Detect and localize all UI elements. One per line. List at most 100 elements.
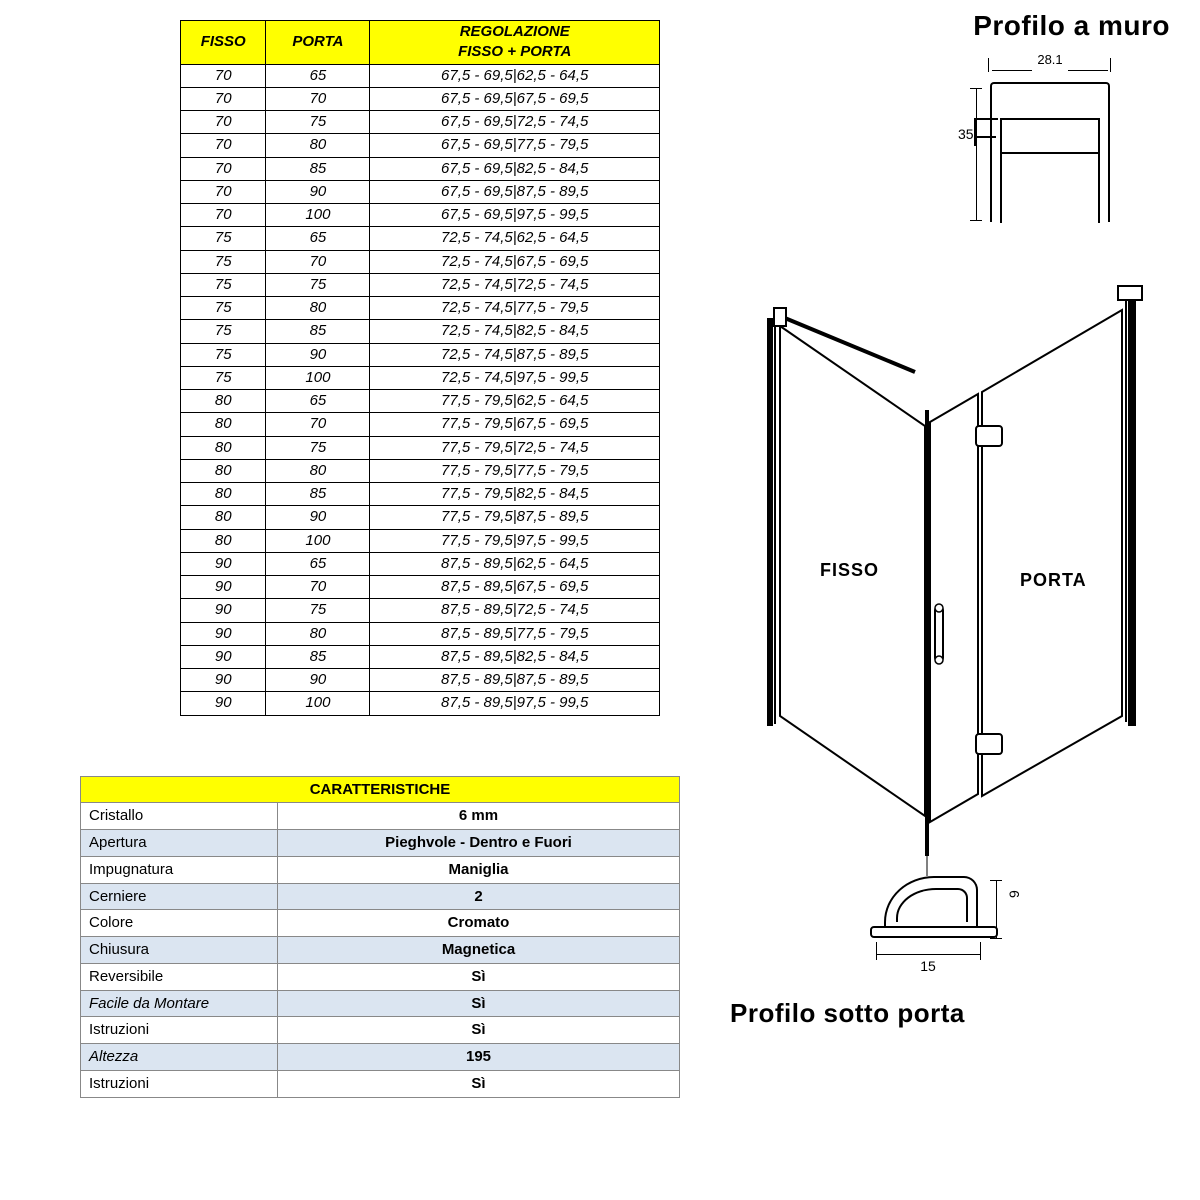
char-value: 6 mm	[278, 803, 680, 830]
table-row: 808077,5 - 79,5|77,5 - 79,5	[181, 459, 660, 482]
cell-porta: 75	[266, 436, 370, 459]
porta-label: PORTA	[1020, 570, 1087, 590]
cell-porta: 100	[266, 692, 370, 715]
table-row: 907587,5 - 89,5|72,5 - 74,5	[181, 599, 660, 622]
cell-porta: 80	[266, 459, 370, 482]
cell-reg: 77,5 - 79,5|67,5 - 69,5	[370, 413, 660, 436]
cell-fisso: 90	[181, 645, 266, 668]
char-value: Sì	[278, 963, 680, 990]
cell-reg: 72,5 - 74,5|67,5 - 69,5	[370, 250, 660, 273]
table-row: 709067,5 - 69,5|87,5 - 89,5	[181, 180, 660, 203]
char-label: Apertura	[81, 830, 278, 857]
table-row: 757072,5 - 74,5|67,5 - 69,5	[181, 250, 660, 273]
size-table: FISSO PORTA REGOLAZIONEFISSO + PORTA 706…	[180, 20, 660, 716]
cell-fisso: 70	[181, 111, 266, 134]
table-row: 807577,5 - 79,5|72,5 - 74,5	[181, 436, 660, 459]
cell-fisso: 90	[181, 692, 266, 715]
char-row: IstruzioniSì	[81, 1017, 680, 1044]
cell-fisso: 90	[181, 576, 266, 599]
char-label: Impugnatura	[81, 856, 278, 883]
table-row: 8010077,5 - 79,5|97,5 - 99,5	[181, 529, 660, 552]
cell-fisso: 80	[181, 436, 266, 459]
cell-fisso: 70	[181, 157, 266, 180]
char-label: Cristallo	[81, 803, 278, 830]
cell-porta: 65	[266, 227, 370, 250]
char-label: Cerniere	[81, 883, 278, 910]
char-row: ColoreCromato	[81, 910, 680, 937]
cell-porta: 80	[266, 622, 370, 645]
cell-reg: 67,5 - 69,5|77,5 - 79,5	[370, 134, 660, 157]
cell-porta: 70	[266, 87, 370, 110]
cell-porta: 100	[266, 366, 370, 389]
char-row: AperturaPieghvole - Dentro e Fuori	[81, 830, 680, 857]
cell-fisso: 90	[181, 599, 266, 622]
cell-porta: 75	[266, 599, 370, 622]
cell-reg: 67,5 - 69,5|67,5 - 69,5	[370, 87, 660, 110]
char-row: Cerniere2	[81, 883, 680, 910]
table-row: 808577,5 - 79,5|82,5 - 84,5	[181, 483, 660, 506]
cell-fisso: 70	[181, 64, 266, 87]
cell-fisso: 80	[181, 459, 266, 482]
table-row: 908587,5 - 89,5|82,5 - 84,5	[181, 645, 660, 668]
cell-porta: 80	[266, 297, 370, 320]
char-value: Sì	[278, 1070, 680, 1097]
cell-fisso: 70	[181, 180, 266, 203]
cell-porta: 65	[266, 390, 370, 413]
char-row: ImpugnaturaManiglia	[81, 856, 680, 883]
cell-fisso: 80	[181, 529, 266, 552]
cell-reg: 67,5 - 69,5|97,5 - 99,5	[370, 204, 660, 227]
table-row: 757572,5 - 74,5|72,5 - 74,5	[181, 273, 660, 296]
wall-profile-diagram: 28.1 35	[840, 46, 1170, 246]
cell-reg: 77,5 - 79,5|97,5 - 99,5	[370, 529, 660, 552]
char-label: Istruzioni	[81, 1070, 278, 1097]
floor-width-dim: 15	[888, 958, 968, 974]
char-value: Magnetica	[278, 937, 680, 964]
char-label: Reversibile	[81, 963, 278, 990]
cell-reg: 77,5 - 79,5|87,5 - 89,5	[370, 506, 660, 529]
cell-reg: 77,5 - 79,5|82,5 - 84,5	[370, 483, 660, 506]
table-row: 708567,5 - 69,5|82,5 - 84,5	[181, 157, 660, 180]
char-value: 2	[278, 883, 680, 910]
cell-porta: 85	[266, 157, 370, 180]
cell-reg: 72,5 - 74,5|82,5 - 84,5	[370, 320, 660, 343]
table-row: 7510072,5 - 74,5|97,5 - 99,5	[181, 366, 660, 389]
table-row: 809077,5 - 79,5|87,5 - 89,5	[181, 506, 660, 529]
cell-fisso: 90	[181, 669, 266, 692]
header-fisso: FISSO	[181, 21, 266, 65]
cell-reg: 77,5 - 79,5|72,5 - 74,5	[370, 436, 660, 459]
char-value: Sì	[278, 990, 680, 1017]
cell-reg: 72,5 - 74,5|77,5 - 79,5	[370, 297, 660, 320]
table-row: 806577,5 - 79,5|62,5 - 64,5	[181, 390, 660, 413]
cell-fisso: 75	[181, 273, 266, 296]
table-row: 707067,5 - 69,5|67,5 - 69,5	[181, 87, 660, 110]
char-row: ReversibileSì	[81, 963, 680, 990]
cell-porta: 90	[266, 506, 370, 529]
wall-height-dim: 35	[958, 126, 974, 142]
char-value: Sì	[278, 1017, 680, 1044]
cell-porta: 90	[266, 669, 370, 692]
cell-reg: 87,5 - 89,5|87,5 - 89,5	[370, 669, 660, 692]
table-row: 756572,5 - 74,5|62,5 - 64,5	[181, 227, 660, 250]
cell-reg: 87,5 - 89,5|77,5 - 79,5	[370, 622, 660, 645]
table-row: 908087,5 - 89,5|77,5 - 79,5	[181, 622, 660, 645]
cell-fisso: 70	[181, 204, 266, 227]
header-porta: PORTA	[266, 21, 370, 65]
cell-porta: 90	[266, 180, 370, 203]
table-row: 7010067,5 - 69,5|97,5 - 99,5	[181, 204, 660, 227]
cell-reg: 67,5 - 69,5|82,5 - 84,5	[370, 157, 660, 180]
cell-fisso: 75	[181, 227, 266, 250]
cell-reg: 72,5 - 74,5|97,5 - 99,5	[370, 366, 660, 389]
cell-porta: 85	[266, 320, 370, 343]
cell-reg: 67,5 - 69,5|87,5 - 89,5	[370, 180, 660, 203]
cell-fisso: 75	[181, 297, 266, 320]
cell-porta: 85	[266, 645, 370, 668]
table-row: 758072,5 - 74,5|77,5 - 79,5	[181, 297, 660, 320]
char-label: Colore	[81, 910, 278, 937]
floor-profile-diagram: 15 9	[810, 876, 1170, 986]
cell-fisso: 75	[181, 366, 266, 389]
cell-fisso: 80	[181, 506, 266, 529]
char-label: Chiusura	[81, 937, 278, 964]
char-title: CARATTERISTICHE	[81, 776, 680, 803]
char-row: Facile da MontareSì	[81, 990, 680, 1017]
table-row: 907087,5 - 89,5|67,5 - 69,5	[181, 576, 660, 599]
